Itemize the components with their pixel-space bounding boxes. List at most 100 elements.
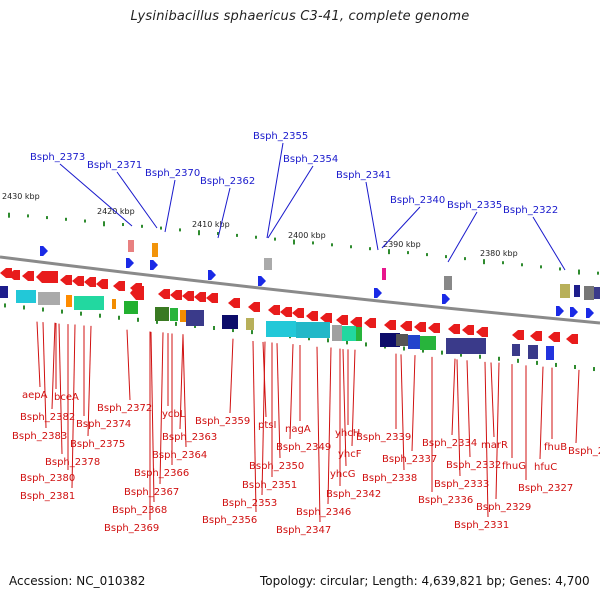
bottom-gene-label: Bsph_2327 xyxy=(518,483,573,494)
bottom-gene-label: Bsph_2353 xyxy=(222,498,277,509)
lower-tick xyxy=(327,338,329,343)
gene-block xyxy=(560,284,570,298)
gene-block xyxy=(264,258,272,270)
gene-arrow xyxy=(442,294,450,304)
bottom-label-line xyxy=(58,323,63,455)
gene-block xyxy=(74,296,104,310)
gene-arrow xyxy=(566,334,578,344)
bottom-gene-label: Bsph_2342 xyxy=(326,489,381,500)
bottom-label-line xyxy=(159,332,164,485)
gene-arrow xyxy=(8,270,20,280)
gene-arrow xyxy=(336,315,348,325)
gene-block xyxy=(66,295,72,307)
bottom-label-line xyxy=(87,325,92,437)
bottom-gene-label: yhcH xyxy=(335,428,360,439)
scale-tick xyxy=(198,230,200,236)
lower-tick xyxy=(536,360,538,365)
scale-tick xyxy=(407,251,409,255)
bottom-label-line xyxy=(276,343,281,459)
gene-arrow xyxy=(158,289,170,299)
lower-tick xyxy=(251,330,253,335)
scale-tick-label: 2410 kbp xyxy=(192,220,230,229)
bottom-label-line xyxy=(71,324,76,489)
bottom-gene-label: Bsph_2363 xyxy=(162,432,217,443)
lower-tick xyxy=(137,317,139,322)
bottom-gene-label: Bsph_2334 xyxy=(422,438,477,449)
scale-tick-label: 2430 kbp xyxy=(2,192,40,201)
gene-arrow xyxy=(448,324,460,334)
gene-block xyxy=(38,292,60,305)
scale-tick-label: 2390 kbp xyxy=(383,240,421,249)
bottom-label-line xyxy=(466,360,471,458)
gene-arrow xyxy=(248,302,260,312)
top-label-line xyxy=(164,179,176,233)
bottom-label-line xyxy=(451,358,456,436)
gene-arrow xyxy=(548,332,560,342)
gene-arrow xyxy=(208,270,216,280)
scale-tick xyxy=(312,241,314,245)
scale-tick xyxy=(122,223,124,227)
gene-block xyxy=(444,276,452,290)
bottom-label-line xyxy=(252,341,257,513)
bottom-label-line xyxy=(42,322,47,429)
gene-arrow xyxy=(194,292,206,302)
gene-block xyxy=(296,322,330,338)
gene-arrow xyxy=(22,271,34,281)
scale-tick xyxy=(160,226,162,230)
bottom-gene-label: Bsph_2351 xyxy=(242,480,297,491)
scale-tick-label: 2400 kbp xyxy=(288,231,326,240)
gene-arrow xyxy=(512,330,524,340)
bottom-label-line xyxy=(351,349,356,447)
lower-tick xyxy=(232,328,234,333)
scale-tick xyxy=(274,237,276,241)
gene-block xyxy=(246,318,254,330)
gene-block xyxy=(380,333,400,347)
lower-tick xyxy=(42,307,44,312)
top-label-line xyxy=(267,165,314,239)
lower-tick xyxy=(403,346,405,351)
bottom-label-line xyxy=(490,362,495,438)
scale-tick xyxy=(65,217,67,221)
gene-arrow xyxy=(476,327,488,337)
gene-block xyxy=(152,243,158,257)
top-label-line xyxy=(116,171,158,229)
gene-arrow xyxy=(84,277,96,287)
gene-arrow xyxy=(556,306,564,316)
gene-arrow xyxy=(60,275,72,285)
lower-tick xyxy=(460,352,462,357)
map-title: Lysinibacillus sphaericus C3-41, complet… xyxy=(130,9,470,24)
gene-arrow xyxy=(530,331,542,341)
lower-tick xyxy=(422,348,424,353)
scale-tick xyxy=(293,239,295,245)
gene-arrow xyxy=(374,288,382,298)
scale-tick xyxy=(540,265,542,269)
lower-tick xyxy=(118,315,120,320)
bottom-label-line xyxy=(411,355,416,452)
bottom-gene-label: Bsph_2329 xyxy=(476,502,531,513)
gene-block xyxy=(342,326,356,341)
top-label-line xyxy=(447,211,478,263)
lower-tick xyxy=(4,303,6,308)
lower-tick xyxy=(517,358,519,363)
gene-block xyxy=(266,321,296,337)
scale-tick xyxy=(483,259,485,265)
bottom-label-line xyxy=(182,334,187,448)
gene-block xyxy=(332,325,342,341)
gene-arrow xyxy=(126,258,134,268)
gene-block xyxy=(16,290,36,303)
top-gene-label: Bsph_2340 xyxy=(390,195,445,206)
bottom-gene-label: fhuG xyxy=(502,461,526,472)
gene-block xyxy=(186,310,204,326)
scale-tick xyxy=(331,243,333,247)
gene-block xyxy=(356,327,362,341)
scale-tick xyxy=(179,228,181,232)
bottom-gene-label: Bsph_2372 xyxy=(97,403,152,414)
genome-backbone xyxy=(0,255,600,325)
gene-arrow xyxy=(130,286,144,300)
lower-tick xyxy=(479,354,481,359)
gene-arrow xyxy=(40,246,48,256)
bottom-label-line xyxy=(150,331,155,503)
feature-layer xyxy=(0,240,600,360)
